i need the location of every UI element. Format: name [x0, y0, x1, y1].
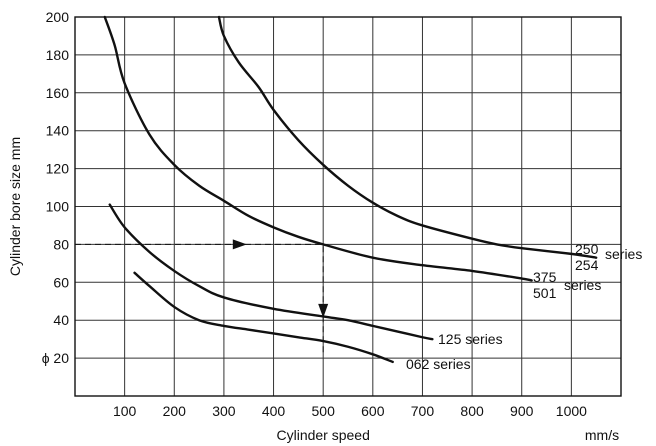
- x-tick-label: 800: [460, 403, 484, 419]
- curve-125-series: [108, 203, 434, 341]
- y-tick-label: 100: [46, 199, 70, 215]
- y-axis-label: Cylinder bore size mm: [7, 137, 23, 276]
- x-axis-unit: mm/s: [585, 427, 619, 443]
- x-tick-label: 600: [361, 403, 385, 419]
- series-curves: [103, 15, 598, 364]
- y-tick-label: 180: [46, 47, 70, 63]
- y-tick-label: 120: [46, 161, 70, 177]
- series-label-062: 062 series: [406, 356, 471, 372]
- annotation-arrow: [232, 239, 247, 250]
- curve-375-501-series: [103, 15, 533, 282]
- series-labels: 250 series 254 375 series 501 125 series 062 se…: [406, 241, 642, 372]
- x-tick-label: 1000: [556, 403, 587, 419]
- x-tick-label: 500: [312, 403, 336, 419]
- x-axis-label: Cylinder speed: [276, 427, 369, 443]
- x-tick-label: 900: [510, 403, 534, 419]
- x-tick-label: 400: [262, 403, 286, 419]
- y-tick-label: ϕ 20: [42, 350, 70, 366]
- y-tick-label: 80: [53, 236, 69, 252]
- tick-labels: 100 200 300 400 500 600 700 800 900 1000 ϕ 20 40 60 8…: [42, 9, 587, 419]
- y-tick-label: 60: [53, 274, 69, 290]
- series-label-375: 250: [575, 241, 599, 257]
- y-tick-label: 160: [46, 85, 70, 101]
- series-label-375-series: series: [605, 246, 642, 262]
- x-tick-label: 100: [113, 403, 137, 419]
- series-label-250-series: series: [564, 277, 601, 293]
- series-label-254: 501: [533, 285, 557, 301]
- curve-062-series: [133, 271, 394, 364]
- y-tick-label: 140: [46, 123, 70, 139]
- series-label-125: 125 series: [438, 331, 503, 347]
- series-label-501: 254: [575, 257, 599, 273]
- series-label-250: 375: [533, 269, 557, 285]
- x-tick-label: 300: [212, 403, 236, 419]
- grid: [75, 16, 621, 396]
- x-tick-label: 700: [411, 403, 435, 419]
- plot-frame: [74, 16, 622, 397]
- x-tick-label: 200: [163, 403, 187, 419]
- y-tick-label: 40: [53, 312, 69, 328]
- y-tick-label: 200: [46, 9, 70, 25]
- curve-250-254-series: [217, 15, 598, 259]
- annotation-arrow: [318, 303, 329, 318]
